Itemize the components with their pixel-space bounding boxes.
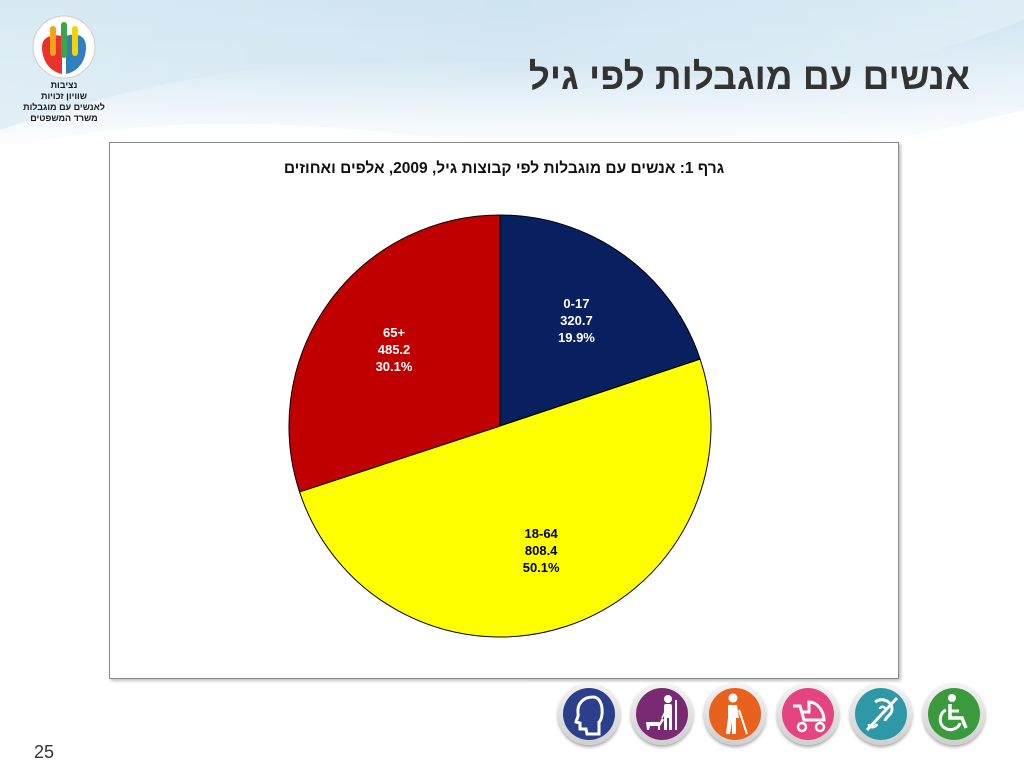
logo-line-2: שוויון זכויות [40,91,88,101]
slice-percent-text: 30.1% [375,359,413,375]
slice-label-0-17: 0-17 320.7 19.9% [558,295,595,346]
wheelchair-icon [923,683,985,745]
hearing-impaired-icon [850,683,912,745]
stroller-icon [777,683,839,745]
slice-value-text: 485.2 [377,342,411,358]
chart-title: גרף 1: אנשים עם מוגבלות לפי קבוצות גיל, … [283,160,725,177]
slice-percent-text: 19.9% [558,329,595,345]
logo-emblem-icon [32,15,96,79]
page-number: 25 [34,742,55,762]
pie-slice-18-64 [298,358,712,638]
logo-line-4: משרד המשפטים [30,113,98,123]
slice-label-65plus: 65+ 485.2 30.1% [376,324,413,375]
slice-label: 0-17 [563,295,590,311]
logo-line-1: נציבות [50,80,78,90]
slice-value-text: 808.4 [524,543,558,559]
slice-label: 65+ [382,325,406,341]
slide-title: אנשים עם מוגבלות לפי גיל [528,56,970,97]
pie-slice-65plus [288,214,501,493]
pie-chart [288,214,712,638]
slice-value-text: 320.7 [560,312,593,328]
chart-frame: גרף 1: אנשים עם מוגבלות לפי קבוצות גיל, … [109,142,899,679]
slice-percent-text: 50.1% [522,560,560,576]
pie-slice-0-17 [499,214,701,427]
slice-label: 18-64 [524,526,558,542]
slice-label-18-64: 18-64 808.4 50.1% [523,525,560,576]
logo: נציבות שוויון זכויות לאנשים עם מוגבלות מ… [8,14,120,124]
head-profile-icon [558,683,620,745]
guide-dog-icon [631,683,693,745]
logo-line-3: לאנשים עם מוגבלות [23,102,105,112]
blind-cane-icon [704,683,766,745]
accessibility-icons-bar [528,683,998,763]
